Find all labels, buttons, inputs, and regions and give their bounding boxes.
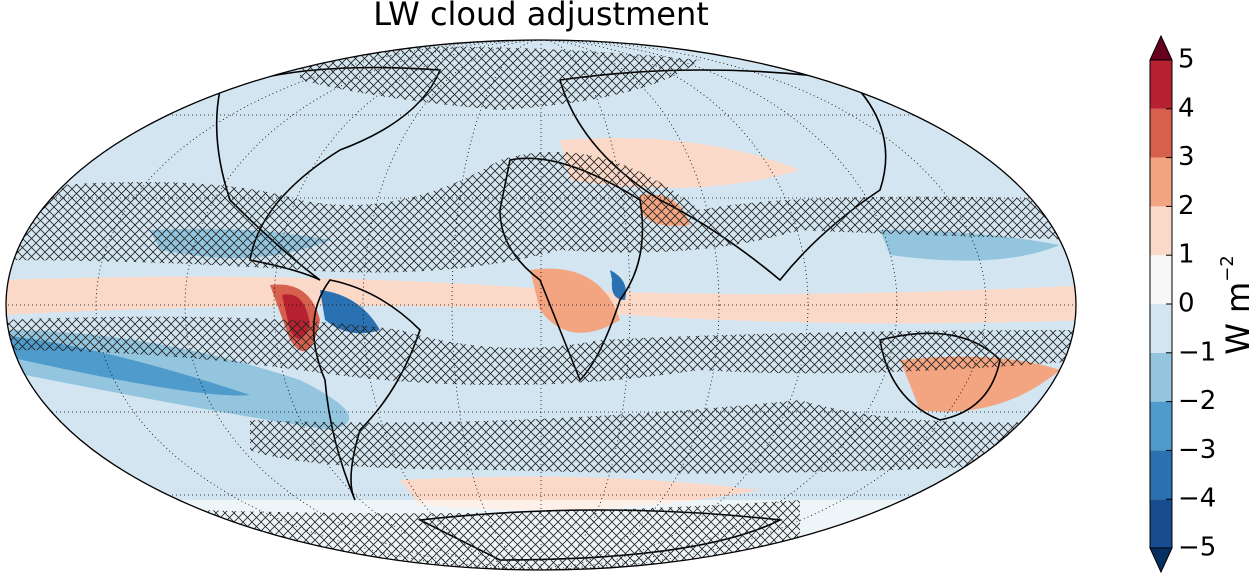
colorbar-band xyxy=(1150,206,1172,256)
colorbar-band xyxy=(1150,255,1172,304)
colorbar-tick-label: 4 xyxy=(1178,93,1195,123)
colorbar-band xyxy=(1150,450,1172,500)
colorbar-tick-label: −5 xyxy=(1178,533,1216,563)
colorbar-band xyxy=(1150,401,1172,451)
colorbar-tick-label: 1 xyxy=(1178,240,1195,270)
map-border xyxy=(5,39,1077,571)
map-title: LW cloud adjustment xyxy=(373,0,709,33)
label-base: W m xyxy=(1219,282,1256,355)
colorbar-band xyxy=(1150,499,1172,548)
colorbar-band xyxy=(1150,108,1172,158)
colorbar-band xyxy=(1150,60,1172,109)
colorbar-tick-label: 3 xyxy=(1178,142,1195,172)
colorbar-band xyxy=(1150,157,1172,207)
colorbar-tick-label: 2 xyxy=(1178,191,1195,221)
colorbar-tick-label: 0 xyxy=(1178,289,1195,319)
colorbar-tick-label: −4 xyxy=(1178,484,1216,514)
significance-hatching xyxy=(6,46,1076,570)
colorbar-label: W m−2 xyxy=(1217,255,1256,355)
label-exponent: −2 xyxy=(1217,255,1238,282)
colorbar-over xyxy=(1149,34,1173,61)
colorbar-tick-label: −2 xyxy=(1178,386,1216,416)
colorbar-under xyxy=(1149,547,1173,574)
colorbar-tick-label: −1 xyxy=(1178,337,1216,367)
colorbar-tick-label: 5 xyxy=(1178,45,1195,75)
colorbar-tick-label: −3 xyxy=(1178,435,1216,465)
colorbar-band xyxy=(1150,304,1172,353)
colorbar-band xyxy=(1150,352,1172,402)
